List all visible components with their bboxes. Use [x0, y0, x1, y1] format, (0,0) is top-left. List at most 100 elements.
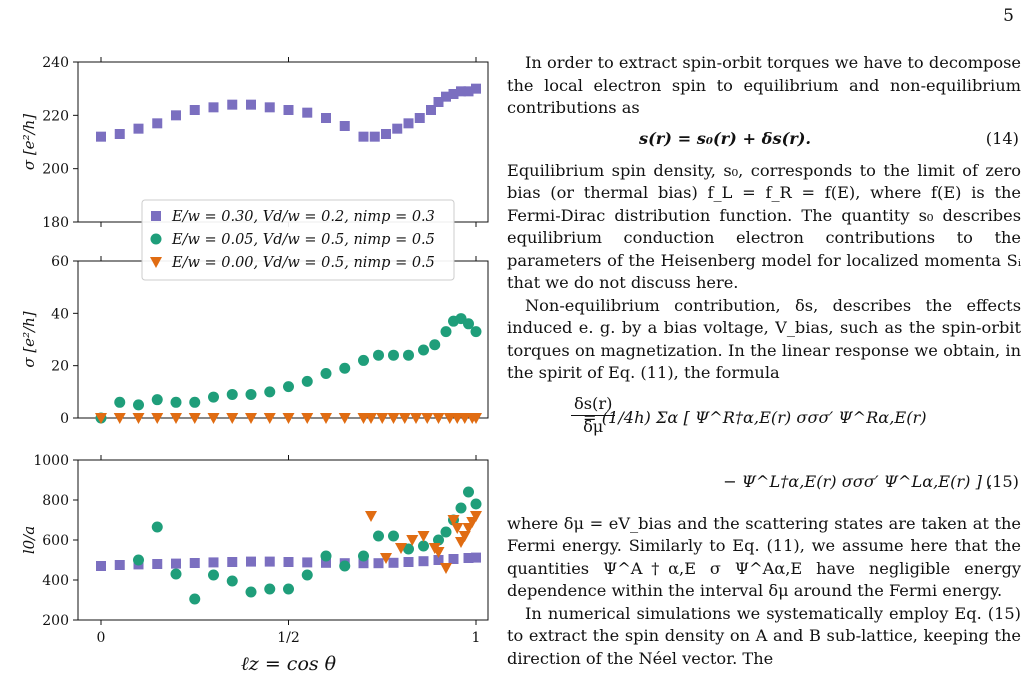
- data-point-square: [152, 559, 163, 569]
- equation-15-lhs-den: δμ: [583, 417, 604, 436]
- data-point-square: [302, 557, 313, 568]
- equation-15: δs(r) δμ = (1/4h) Σα [ Ψ^R†α,E(r) σσσ′ Ψ…: [507, 385, 1021, 513]
- paragraph-4: where δμ = eV_bias and the scattering st…: [507, 513, 1021, 601]
- data-point-circle: [245, 586, 257, 598]
- data-point-triangle: [432, 413, 445, 424]
- data-point-triangle: [132, 413, 145, 424]
- data-point-square: [133, 123, 144, 134]
- data-point-triangle: [470, 413, 482, 424]
- y-tick-label: 0: [60, 411, 69, 427]
- data-point-triangle: [447, 515, 460, 526]
- data-point-circle: [418, 344, 429, 356]
- legend-marker-circle: [150, 233, 162, 245]
- data-point-square: [189, 105, 200, 115]
- data-point-triangle: [410, 413, 422, 424]
- data-point-circle: [189, 396, 201, 408]
- data-point-triangle: [365, 413, 377, 424]
- data-point-square: [448, 89, 459, 99]
- data-point-triangle: [320, 413, 332, 424]
- paragraph-1: In order to extract spin-orbit torques w…: [507, 53, 1021, 117]
- data-point-square: [433, 555, 444, 565]
- data-point-circle: [226, 575, 238, 587]
- data-point-circle: [283, 583, 294, 595]
- x-tick-label: 0: [97, 630, 106, 646]
- equation-15-line1: = (1/4h) Σα [ Ψ^R†α,E(r) σσσ′ Ψ^Rα,E(r): [583, 407, 927, 427]
- data-point-triangle: [406, 535, 419, 546]
- data-point-square: [152, 118, 163, 129]
- data-point-circle: [151, 394, 163, 406]
- panel-1-frame: [77, 61, 489, 223]
- data-point-triangle: [376, 413, 389, 424]
- equation-14: s(r) = s₀(r) + δs(r). (14): [507, 120, 1021, 160]
- y-tick-label: 20: [51, 359, 69, 375]
- data-point-square: [321, 557, 331, 568]
- data-point-triangle: [451, 523, 464, 534]
- data-point-square: [114, 560, 125, 570]
- data-point-triangle: [398, 413, 411, 424]
- data-point-square: [227, 557, 238, 567]
- paragraph-2: Equilibrium spin density, s₀, correspond…: [507, 160, 1021, 293]
- data-point-triangle: [365, 511, 377, 522]
- data-point-circle: [455, 502, 467, 514]
- data-point-square: [471, 83, 481, 94]
- data-point-circle: [320, 550, 332, 562]
- y-tick-label: 220: [42, 108, 69, 124]
- data-point-triangle: [301, 413, 314, 424]
- data-point-circle: [208, 569, 219, 581]
- data-point-circle: [403, 543, 414, 555]
- data-point-square: [369, 131, 380, 142]
- panel-3-frame: [77, 459, 489, 621]
- data-point-square: [433, 97, 444, 107]
- data-point-circle: [373, 530, 384, 542]
- data-point-square: [358, 131, 369, 142]
- data-point-circle: [170, 568, 182, 580]
- data-point-square: [456, 86, 466, 97]
- data-point-square: [264, 556, 275, 567]
- data-point-square: [403, 118, 414, 129]
- data-point-square: [392, 123, 403, 134]
- data-point-circle: [226, 388, 238, 400]
- data-point-triangle: [395, 543, 407, 554]
- data-point-circle: [470, 498, 482, 510]
- legend-marker-square: [151, 211, 161, 221]
- data-point-circle: [320, 368, 332, 380]
- y-tick-label: 1000: [33, 453, 69, 469]
- equation-14-number: (14): [985, 128, 1019, 148]
- data-point-triangle: [113, 413, 126, 424]
- data-point-triangle: [440, 563, 452, 574]
- data-point-circle: [189, 593, 201, 605]
- legend-label: E/w = 0.05, Vd/w = 0.5, nimp = 0.5: [171, 232, 435, 248]
- data-point-circle: [440, 526, 452, 538]
- data-point-triangle: [207, 413, 220, 424]
- legend-label: E/w = 0.30, Vd/w = 0.2, nimp = 0.3: [171, 209, 435, 225]
- data-point-triangle: [170, 413, 182, 424]
- data-point-triangle: [226, 413, 239, 424]
- data-point-square: [189, 558, 200, 568]
- data-point-circle: [440, 326, 452, 338]
- paragraph-3: Non-equilibrium contribution, δs, descri…: [507, 295, 1021, 383]
- data-point-circle: [470, 326, 482, 338]
- data-point-square: [471, 552, 481, 563]
- data-point-circle: [388, 349, 399, 361]
- data-point-square: [463, 553, 474, 563]
- page-number: 5: [1003, 6, 1014, 26]
- data-point-circle: [433, 534, 444, 546]
- data-point-square: [246, 99, 256, 110]
- equation-15-lhs-num: δs(r): [571, 393, 616, 416]
- data-point-square: [264, 102, 275, 113]
- y-tick-label: 400: [42, 573, 69, 589]
- equation-15-line2: − Ψ^L†α,E(r) σσσ′ Ψ^Lα,E(r) ] ,: [723, 471, 993, 491]
- data-point-circle: [133, 554, 144, 566]
- data-point-triangle: [95, 413, 107, 424]
- legend-box: [141, 199, 455, 281]
- x-tick-label: 1/2: [277, 630, 300, 646]
- y-axis-label: σ [e²/h]: [20, 114, 38, 170]
- data-point-square: [414, 113, 425, 123]
- data-point-circle: [463, 486, 474, 498]
- data-point-square: [227, 99, 238, 110]
- data-point-triangle: [421, 413, 434, 424]
- data-point-circle: [301, 569, 313, 581]
- data-point-circle: [208, 391, 219, 403]
- data-point-triangle: [282, 413, 295, 424]
